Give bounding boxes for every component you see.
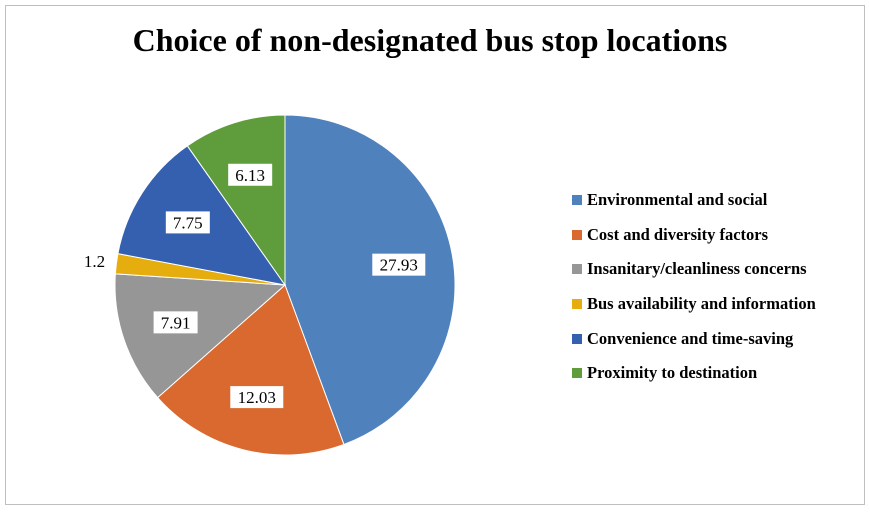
legend-label: Proximity to destination: [587, 363, 758, 383]
legend-swatch: [572, 333, 582, 344]
legend-label: Cost and diversity factors: [587, 224, 769, 244]
data-label-box-convenience-and-time-saving: [165, 211, 210, 234]
pie-slice-insanitary-cleanliness-concerns: [114, 273, 287, 399]
legend-item-proximity-to-destination: Proximity to destination: [572, 356, 816, 391]
chart-legend: Environmental and social Cost and diversi…: [572, 183, 816, 391]
legend-item-convenience-and-time-saving: Convenience and time-saving: [572, 321, 816, 356]
data-label-convenience-and-time-saving: 7.75: [173, 213, 203, 232]
data-label-bus-availability-and-information: 1.2: [84, 252, 105, 271]
legend-item-insanitary-cleanliness-concerns: Insanitary/cleanliness concerns: [572, 252, 816, 287]
data-label-insanitary-cleanliness-concerns: 7.91: [161, 313, 191, 332]
pie-slice-cost-and-diversity-factors: [156, 284, 345, 456]
data-label-proximity-to-destination: 6.13: [235, 166, 265, 185]
data-label-environmental-and-social: 27.93: [380, 256, 418, 275]
pie-data-labels: 27.93 12.03 7.91 1.2 7.75 6.13: [84, 163, 426, 409]
legend-label: Insanitary/cleanliness concerns: [587, 259, 807, 279]
legend-swatch: [572, 368, 582, 379]
legend-swatch: [572, 264, 582, 275]
data-label-box-insanitary-cleanliness-concerns: [153, 311, 198, 334]
legend-item-bus-availability-and-information: Bus availability and information: [572, 287, 816, 322]
data-label-box-environmental-and-social: [372, 253, 426, 276]
pie-slice-environmental-and-social: [284, 114, 456, 446]
legend-swatch: [572, 299, 582, 310]
chart-title: Choice of non-designated bus stop locati…: [132, 22, 728, 58]
legend-label: Environmental and social: [587, 190, 768, 210]
pie-slice-proximity-to-destination: [186, 114, 286, 287]
legend-item-environmental-and-social: Environmental and social: [572, 183, 816, 218]
legend-label: Bus availability and information: [587, 294, 816, 314]
legend-swatch: [572, 195, 582, 206]
legend-swatch: [572, 229, 582, 240]
legend-item-cost-and-diversity-factors: Cost and diversity factors: [572, 218, 816, 253]
legend-label: Convenience and time-saving: [587, 328, 794, 348]
data-label-cost-and-diversity-factors: 12.03: [238, 388, 276, 407]
data-label-box-proximity-to-destination: [228, 163, 273, 186]
data-label-box-cost-and-diversity-factors: [230, 386, 284, 409]
pie-slices: [114, 114, 456, 456]
